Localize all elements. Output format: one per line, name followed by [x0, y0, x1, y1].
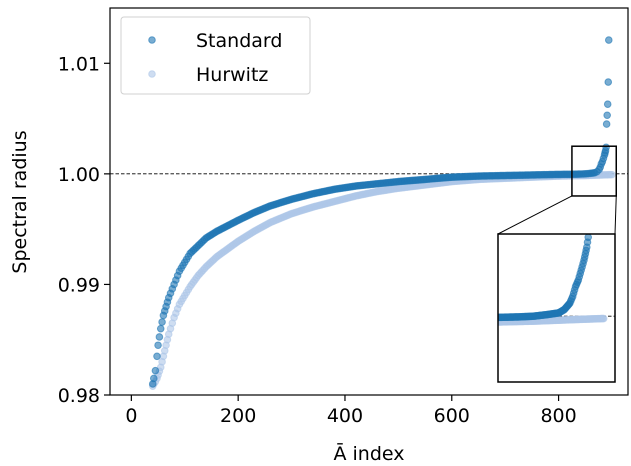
inset-background	[498, 234, 615, 382]
zoom-region	[571, 145, 618, 197]
series-standard	[148, 36, 613, 388]
y-tick-label: 1.01	[58, 53, 100, 75]
x-tick-label: 400	[327, 405, 363, 427]
x-tick-label: 600	[434, 405, 470, 427]
point-standard	[156, 324, 165, 333]
legend: Standard Hurwitz	[120, 16, 311, 95]
legend-label-standard: Standard	[196, 30, 282, 52]
inset-series-standard	[498, 234, 593, 322]
zoom-connector-left	[497, 195, 573, 235]
y-axis-label: Spectral radius	[9, 130, 31, 273]
inset-clip-group	[498, 234, 615, 326]
point-standard	[149, 374, 158, 383]
point-standard	[154, 341, 162, 350]
inset-frame	[497, 233, 616, 383]
point-standard	[603, 111, 611, 120]
x-tick-label: 200	[220, 405, 256, 427]
zoom-connector-right	[614, 195, 617, 235]
x-tick-label: 800	[540, 405, 576, 427]
y-tick-label: 1.00	[58, 164, 100, 186]
point-standard	[604, 78, 613, 86]
zoom-inset	[497, 195, 617, 383]
point-hurwitz	[608, 170, 616, 179]
plot-clip-group	[110, 36, 628, 390]
legend-label-hurwitz: Hurwitz	[196, 64, 268, 86]
point-standard	[602, 120, 611, 128]
point-standard	[155, 333, 164, 341]
inset-point-hurwitz	[599, 314, 608, 323]
x-tick-label: 0	[125, 405, 137, 427]
legend-marker-hurwitz	[148, 70, 156, 78]
plot-area	[110, 36, 628, 390]
legend-box	[120, 16, 311, 95]
legend-marker-standard	[148, 36, 156, 44]
axes: 0 200 400 600 800 0.98 0.99 1.00 1.01	[58, 7, 629, 427]
point-standard	[604, 36, 613, 44]
x-axis-label: Ā index	[333, 441, 404, 465]
plot-frame	[109, 7, 629, 396]
point-standard	[602, 143, 610, 152]
point-standard	[153, 352, 161, 361]
y-tick-label: 0.99	[58, 274, 100, 296]
point-standard	[603, 100, 612, 108]
y-tick-label: 0.98	[58, 385, 100, 407]
point-standard	[151, 366, 160, 375]
point-standard	[158, 318, 166, 326]
inset-point-standard	[584, 234, 593, 242]
